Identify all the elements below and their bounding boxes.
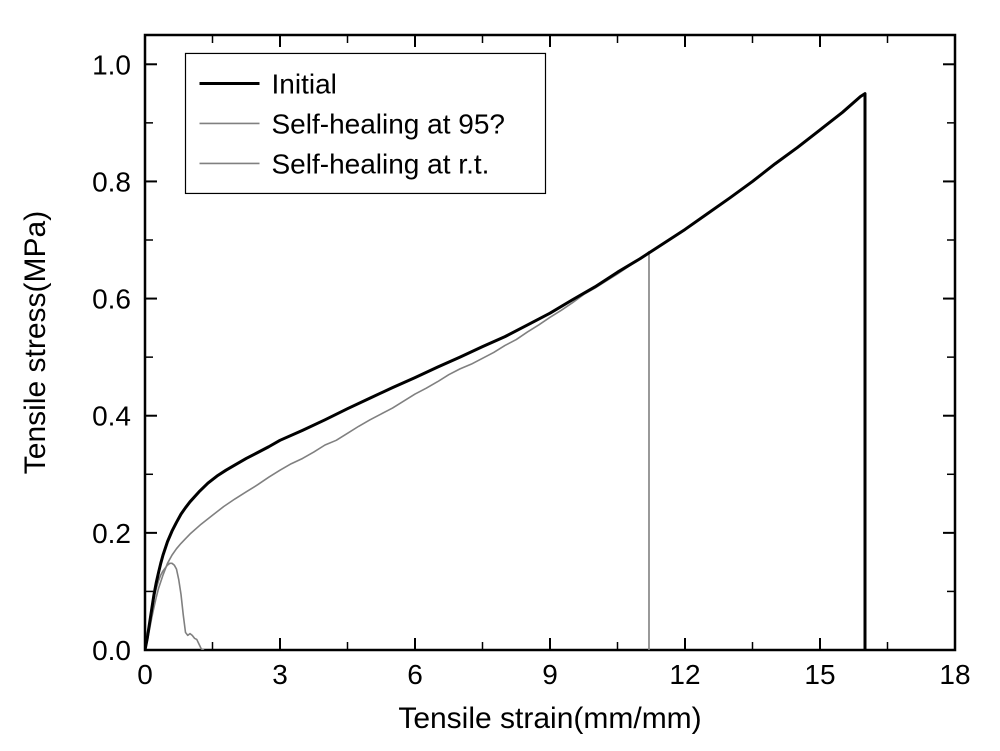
y-tick-label: 0.6 [92,284,131,315]
y-tick-label: 0.2 [92,518,131,549]
y-tick-label: 0.8 [92,166,131,197]
x-tick-label: 12 [669,659,700,690]
legend-label: Initial [272,68,337,99]
x-tick-label: 6 [407,659,423,690]
x-tick-label: 9 [542,659,558,690]
x-axis-label: Tensile strain(mm/mm) [398,702,701,735]
x-tick-label: 18 [939,659,970,690]
x-tick-label: 3 [272,659,288,690]
legend-label: Self-healing at r.t. [272,148,490,179]
x-tick-label: 0 [137,659,153,690]
y-tick-label: 1.0 [92,49,131,80]
y-axis-label: Tensile stress(MPa) [19,211,52,474]
y-tick-label: 0.4 [92,401,131,432]
y-tick-label: 0.0 [92,635,131,666]
stress-strain-chart: 0 3 6 9 12 15 18 0.0 0.2 0.4 0.6 0.8 1.0 Tensile stra… [0,0,1000,751]
legend-label: Self-healing at 95? [272,108,506,139]
x-tick-label: 15 [804,659,835,690]
legend: Initial Self-healing at 95? Self-healing a… [186,53,546,193]
chart-container: 0 3 6 9 12 15 18 0.0 0.2 0.4 0.6 0.8 1.0 Tensile stra… [0,0,1000,751]
